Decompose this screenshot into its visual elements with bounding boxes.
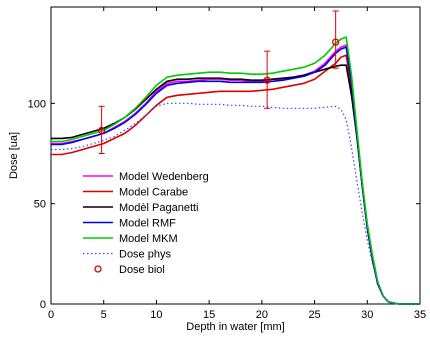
- x-tick-label: 25: [308, 309, 320, 321]
- x-tick-label: 30: [361, 309, 373, 321]
- legend-label: Model MKM: [119, 233, 178, 245]
- legend-label: Model Wedenberg: [119, 171, 209, 183]
- dose-biol-point: [332, 38, 340, 46]
- legend: Model Wedenberg Model Carabe Modèl Paganet…: [83, 171, 209, 276]
- dose-biol-point: [97, 126, 106, 135]
- x-tick-label: 15: [203, 309, 215, 321]
- series-line-model-mkm: [51, 36, 420, 305]
- x-axis-label: Depth in water [mm]: [186, 321, 284, 333]
- x-tick-label: 35: [414, 309, 426, 321]
- x-tick-label: 0: [48, 309, 54, 321]
- legend-label: Dose biol: [119, 264, 165, 276]
- y-tick-label: 50: [34, 199, 46, 211]
- series-line-dose-phys: [51, 102, 420, 305]
- series-layer: [51, 36, 420, 305]
- y-tick-label: 100: [28, 98, 46, 110]
- dose-biol-point: [263, 76, 271, 84]
- plot-area: [50, 6, 421, 305]
- x-tick-label: 10: [150, 309, 162, 321]
- legend-label: Modèl Paganetti: [119, 202, 199, 214]
- x-tick-label: 20: [256, 309, 268, 321]
- dose-biol-markers: [97, 10, 340, 154]
- legend-label: Dose phys: [119, 249, 171, 261]
- legend-marker: [94, 265, 102, 273]
- x-tick-label: 5: [101, 309, 107, 321]
- y-axis-label: Dose [ua]: [8, 132, 20, 179]
- axis-ticks: 0 5 10 15 20 25 30 35 0 50 100: [28, 7, 426, 321]
- legend-label: Model Carabe: [119, 187, 188, 199]
- legend-label: Model RMF: [119, 218, 176, 230]
- y-tick-label: 0: [40, 299, 46, 311]
